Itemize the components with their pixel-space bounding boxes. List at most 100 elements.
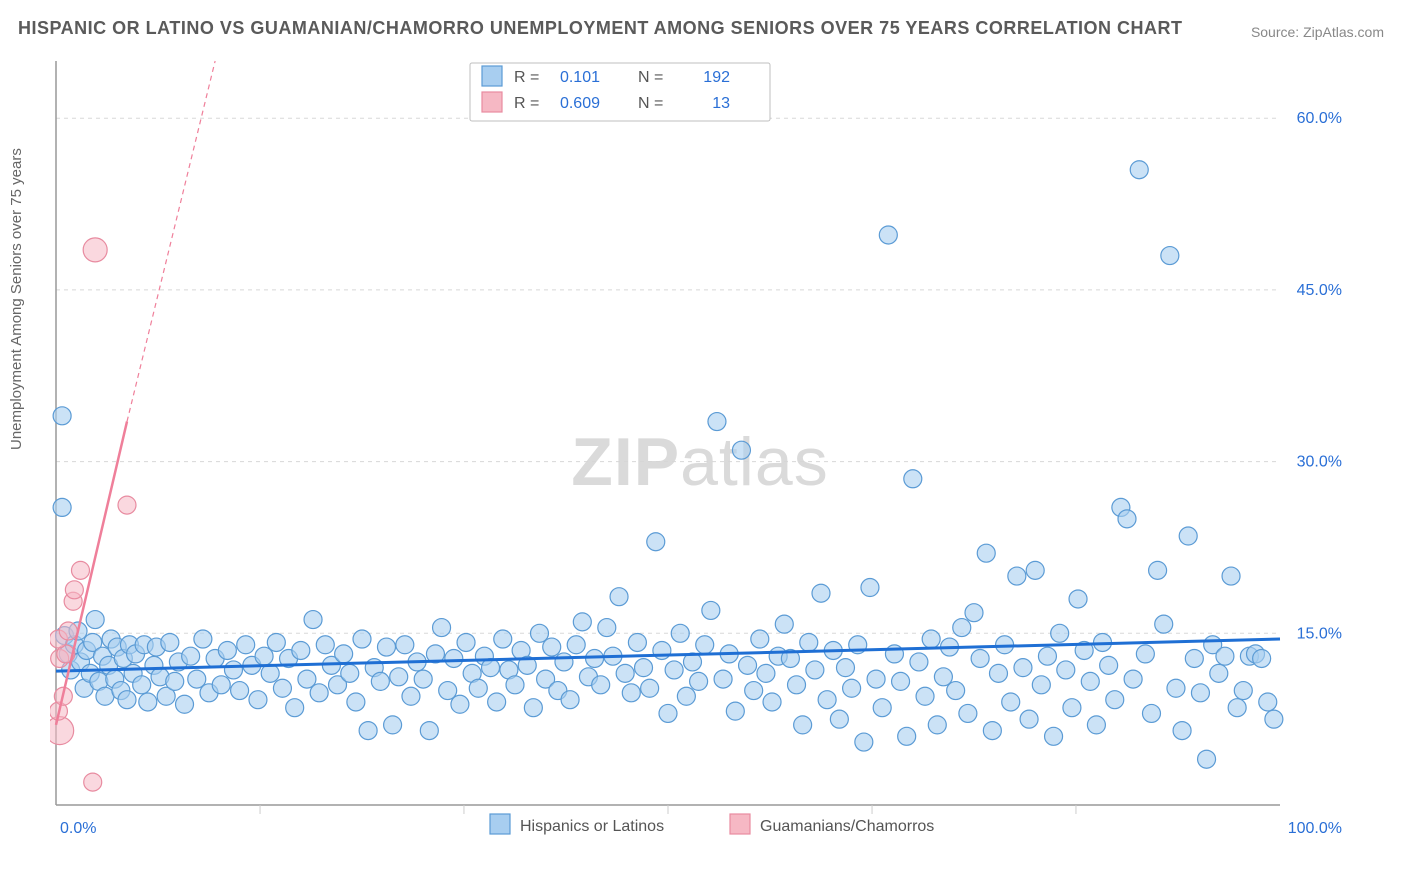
data-point-blue xyxy=(304,611,322,629)
data-point-blue xyxy=(166,672,184,690)
data-point-blue xyxy=(1032,676,1050,694)
data-point-blue xyxy=(371,672,389,690)
data-point-blue xyxy=(714,670,732,688)
data-point-blue xyxy=(396,636,414,654)
data-point-blue xyxy=(335,645,353,663)
legend-n-value: 13 xyxy=(712,95,730,112)
data-point-blue xyxy=(249,691,267,709)
trend-line-pink-extrapolated xyxy=(127,61,215,422)
y-tick-label: 45.0% xyxy=(1297,282,1342,299)
data-point-pink xyxy=(65,581,83,599)
data-point-blue xyxy=(794,716,812,734)
data-point-blue xyxy=(800,633,818,651)
data-point-blue xyxy=(218,641,236,659)
data-point-blue xyxy=(1124,670,1142,688)
data-point-pink xyxy=(84,773,102,791)
data-point-blue xyxy=(224,661,242,679)
data-point-blue xyxy=(469,679,487,697)
data-point-blue xyxy=(543,638,561,656)
data-point-blue xyxy=(1234,682,1252,700)
data-point-blue xyxy=(1179,527,1197,545)
data-point-blue xyxy=(739,656,757,674)
data-point-blue xyxy=(971,649,989,667)
legend-n-value: 192 xyxy=(703,69,730,86)
data-point-blue xyxy=(898,727,916,745)
data-point-blue xyxy=(1038,647,1056,665)
data-point-blue xyxy=(818,691,836,709)
data-point-blue xyxy=(445,649,463,667)
data-point-blue xyxy=(1136,645,1154,663)
data-point-blue xyxy=(830,710,848,728)
data-point-blue xyxy=(457,633,475,651)
data-point-blue xyxy=(1008,567,1026,585)
data-point-blue xyxy=(390,668,408,686)
data-point-blue xyxy=(702,601,720,619)
data-point-pink xyxy=(50,717,74,745)
legend-n-label: N = xyxy=(638,95,663,112)
data-point-blue xyxy=(1106,691,1124,709)
data-point-pink xyxy=(83,238,107,262)
chart-container: 15.0%30.0%45.0%60.0%ZIPatlas0.0%100.0%R … xyxy=(50,55,1350,845)
data-point-blue xyxy=(1057,661,1075,679)
data-point-blue xyxy=(267,633,285,651)
data-point-blue xyxy=(1167,679,1185,697)
data-point-blue xyxy=(118,691,136,709)
data-point-blue xyxy=(677,687,695,705)
data-point-blue xyxy=(867,670,885,688)
data-point-blue xyxy=(231,682,249,700)
data-point-blue xyxy=(763,693,781,711)
data-point-blue xyxy=(1253,649,1271,667)
data-point-blue xyxy=(555,653,573,671)
data-point-blue xyxy=(635,659,653,677)
data-point-blue xyxy=(1087,716,1105,734)
data-point-blue xyxy=(904,470,922,488)
data-point-blue xyxy=(616,664,634,682)
data-point-blue xyxy=(690,672,708,690)
source-link[interactable]: ZipAtlas.com xyxy=(1303,24,1384,40)
data-point-blue xyxy=(347,693,365,711)
data-point-blue xyxy=(1142,704,1160,722)
data-point-blue xyxy=(1081,672,1099,690)
data-point-blue xyxy=(1222,567,1240,585)
legend-swatch xyxy=(730,814,750,834)
data-point-blue xyxy=(1198,750,1216,768)
data-point-blue xyxy=(812,584,830,602)
source-prefix: Source: xyxy=(1251,24,1303,40)
data-point-blue xyxy=(977,544,995,562)
data-point-blue xyxy=(1020,710,1038,728)
data-point-blue xyxy=(843,679,861,697)
y-tick-label: 15.0% xyxy=(1297,625,1342,642)
data-point-blue xyxy=(916,687,934,705)
data-point-blue xyxy=(708,413,726,431)
data-point-blue xyxy=(806,661,824,679)
source-credit: Source: ZipAtlas.com xyxy=(1251,24,1384,40)
data-point-blue xyxy=(494,630,512,648)
legend-r-label: R = xyxy=(514,69,539,86)
data-point-blue xyxy=(359,722,377,740)
data-point-blue xyxy=(451,695,469,713)
data-point-blue xyxy=(622,684,640,702)
data-point-blue xyxy=(1026,561,1044,579)
data-point-blue xyxy=(567,636,585,654)
data-point-blue xyxy=(757,664,775,682)
data-point-blue xyxy=(1185,649,1203,667)
data-point-blue xyxy=(194,630,212,648)
watermark: ZIPatlas xyxy=(571,424,828,500)
data-point-pink xyxy=(118,496,136,514)
data-point-blue xyxy=(53,407,71,425)
data-point-blue xyxy=(598,619,616,637)
data-point-blue xyxy=(965,604,983,622)
data-point-blue xyxy=(524,699,542,717)
chart-title: HISPANIC OR LATINO VS GUAMANIAN/CHAMORRO… xyxy=(18,18,1183,39)
data-point-blue xyxy=(879,226,897,244)
data-point-blue xyxy=(384,716,402,734)
data-point-blue xyxy=(953,619,971,637)
data-point-blue xyxy=(1118,510,1136,528)
data-point-blue xyxy=(1259,693,1277,711)
data-point-blue xyxy=(928,716,946,734)
data-point-blue xyxy=(1130,161,1148,179)
data-point-blue xyxy=(1210,664,1228,682)
data-point-blue xyxy=(402,687,420,705)
data-point-blue xyxy=(836,659,854,677)
data-point-blue xyxy=(1063,699,1081,717)
